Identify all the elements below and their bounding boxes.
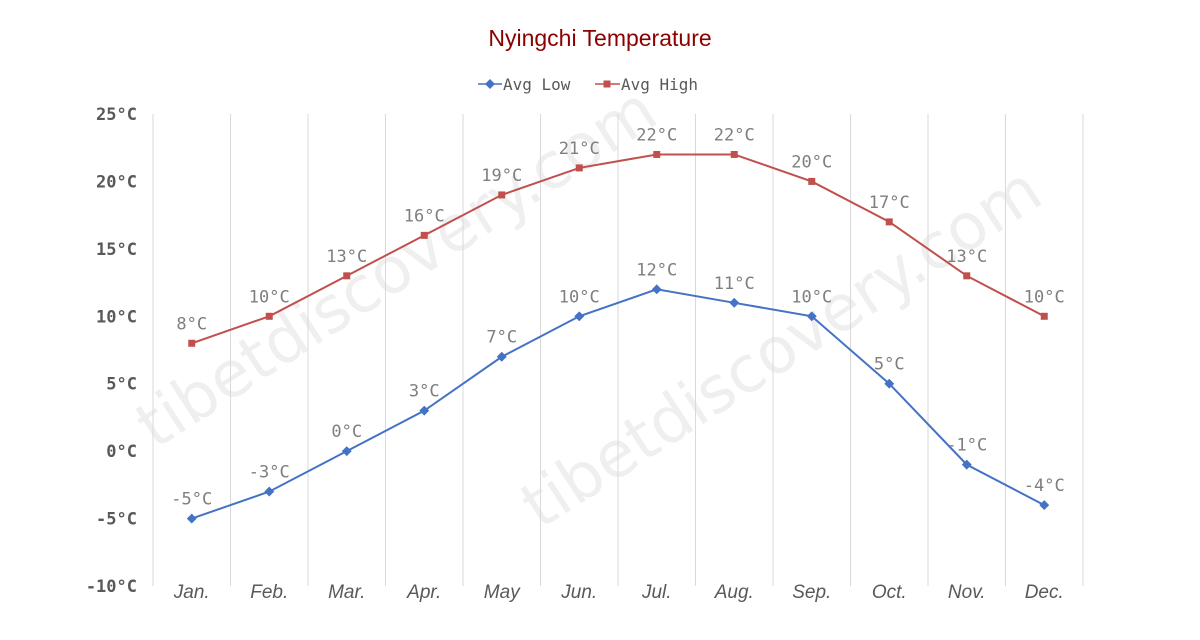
- x-tick-label: Feb.: [250, 582, 288, 603]
- data-point-avg-low: [1039, 500, 1050, 511]
- data-label-avg-high: 8°C: [176, 314, 207, 334]
- y-tick-label: 5°C: [106, 375, 137, 395]
- data-label-avg-high: 22°C: [714, 125, 755, 145]
- data-label-avg-low: 12°C: [636, 260, 677, 280]
- data-point-avg-low: [186, 513, 197, 524]
- data-point-avg-high: [1040, 312, 1048, 320]
- chart-title: Nyingchi Temperature: [488, 25, 711, 51]
- x-tick-label: Nov.: [948, 582, 986, 603]
- legend-label-avg-low: Avg Low: [503, 75, 571, 94]
- data-point-avg-high: [188, 339, 196, 347]
- data-point-avg-high: [885, 218, 893, 226]
- data-point-avg-low: [419, 405, 430, 416]
- x-axis: Jan. Feb. Mar. Apr. May Jun. Jul. Aug. Sep. Oct. N…: [173, 582, 1064, 603]
- x-tick-label: Jun.: [560, 582, 597, 603]
- y-tick-label: 20°C: [96, 172, 137, 192]
- data-point-avg-high: [498, 191, 506, 199]
- x-tick-label: Jan.: [173, 582, 210, 603]
- data-label-avg-low: -5°C: [171, 490, 212, 510]
- data-label-avg-low: 10°C: [559, 287, 600, 307]
- data-point-avg-high: [265, 312, 273, 320]
- data-label-avg-high: 20°C: [791, 152, 832, 172]
- x-tick-label: Mar.: [328, 582, 365, 603]
- legend-item-avg-high: Avg High: [595, 75, 698, 94]
- data-point-avg-low: [341, 446, 352, 457]
- data-label-avg-low: -4°C: [1024, 476, 1065, 496]
- data-label-avg-high: 21°C: [559, 139, 600, 159]
- data-point-avg-high: [420, 231, 428, 239]
- x-tick-label: Jul.: [641, 582, 672, 603]
- data-label-avg-high: 19°C: [481, 166, 522, 186]
- data-point-avg-high: [653, 150, 661, 158]
- data-point-avg-low: [806, 311, 817, 322]
- series-line-avg-high: [191, 153, 1045, 345]
- legend-marker-avg-low: [485, 79, 495, 89]
- data-point-avg-low: [651, 284, 662, 295]
- watermark-text: tibetdiscovery.com: [123, 73, 669, 464]
- legend: Avg Low Avg High: [478, 75, 698, 94]
- data-label-avg-low: 11°C: [714, 274, 755, 294]
- legend-marker-avg-high: [603, 80, 611, 88]
- y-tick-label: -10°C: [86, 577, 137, 597]
- data-point-avg-high: [730, 150, 738, 158]
- data-label-avg-low: 0°C: [331, 422, 362, 442]
- data-labels: -5°C -3°C 0°C 3°C 7°C 10°C 12°C 11°C 10°C 5°C -1°C…: [171, 125, 1064, 509]
- data-point-avg-low: [884, 378, 895, 389]
- y-tick-label: 25°C: [96, 105, 137, 125]
- y-tick-label: 0°C: [106, 442, 137, 462]
- data-label-avg-high: 13°C: [326, 247, 367, 267]
- data-point-avg-high: [808, 177, 816, 185]
- legend-label-avg-high: Avg High: [621, 75, 698, 94]
- x-tick-label: Dec.: [1025, 582, 1064, 603]
- data-label-avg-low: 10°C: [791, 287, 832, 307]
- data-label-avg-high: 17°C: [869, 193, 910, 213]
- data-label-avg-high: 22°C: [636, 125, 677, 145]
- data-label-avg-low: 3°C: [409, 382, 440, 402]
- data-label-avg-low: 5°C: [874, 355, 905, 375]
- watermark-text-2: tibetdiscovery.com: [508, 153, 1054, 544]
- series-layer: [186, 150, 1050, 524]
- data-label-avg-high: 16°C: [404, 206, 445, 226]
- data-label-avg-high: 10°C: [1024, 287, 1065, 307]
- y-tick-label: -5°C: [96, 510, 137, 530]
- data-label-avg-low: -1°C: [946, 436, 987, 456]
- data-point-avg-low: [961, 459, 972, 470]
- x-tick-label: Oct.: [872, 582, 907, 603]
- data-point-avg-high: [963, 272, 971, 280]
- data-point-avg-low: [496, 351, 507, 362]
- series-line-avg-low: [191, 288, 1045, 520]
- data-point-avg-high: [575, 164, 583, 172]
- data-point-avg-low: [574, 311, 585, 322]
- data-label-avg-high: 13°C: [946, 247, 987, 267]
- legend-item-avg-low: Avg Low: [478, 75, 571, 94]
- x-tick-label: May: [484, 582, 521, 603]
- y-tick-label: 15°C: [96, 240, 137, 260]
- y-tick-label: 10°C: [96, 307, 137, 327]
- data-label-avg-high: 10°C: [249, 287, 290, 307]
- x-tick-label: Apr.: [406, 582, 441, 603]
- y-axis: 25°C 20°C 15°C 10°C 5°C 0°C -5°C -10°C: [86, 105, 137, 597]
- x-tick-label: Aug.: [714, 582, 754, 603]
- data-label-avg-low: -3°C: [249, 463, 290, 483]
- data-point-avg-high: [343, 272, 351, 280]
- x-tick-label: Sep.: [792, 582, 831, 603]
- data-label-avg-low: 7°C: [486, 328, 517, 348]
- data-point-avg-low: [729, 297, 740, 308]
- data-point-avg-low: [264, 486, 275, 497]
